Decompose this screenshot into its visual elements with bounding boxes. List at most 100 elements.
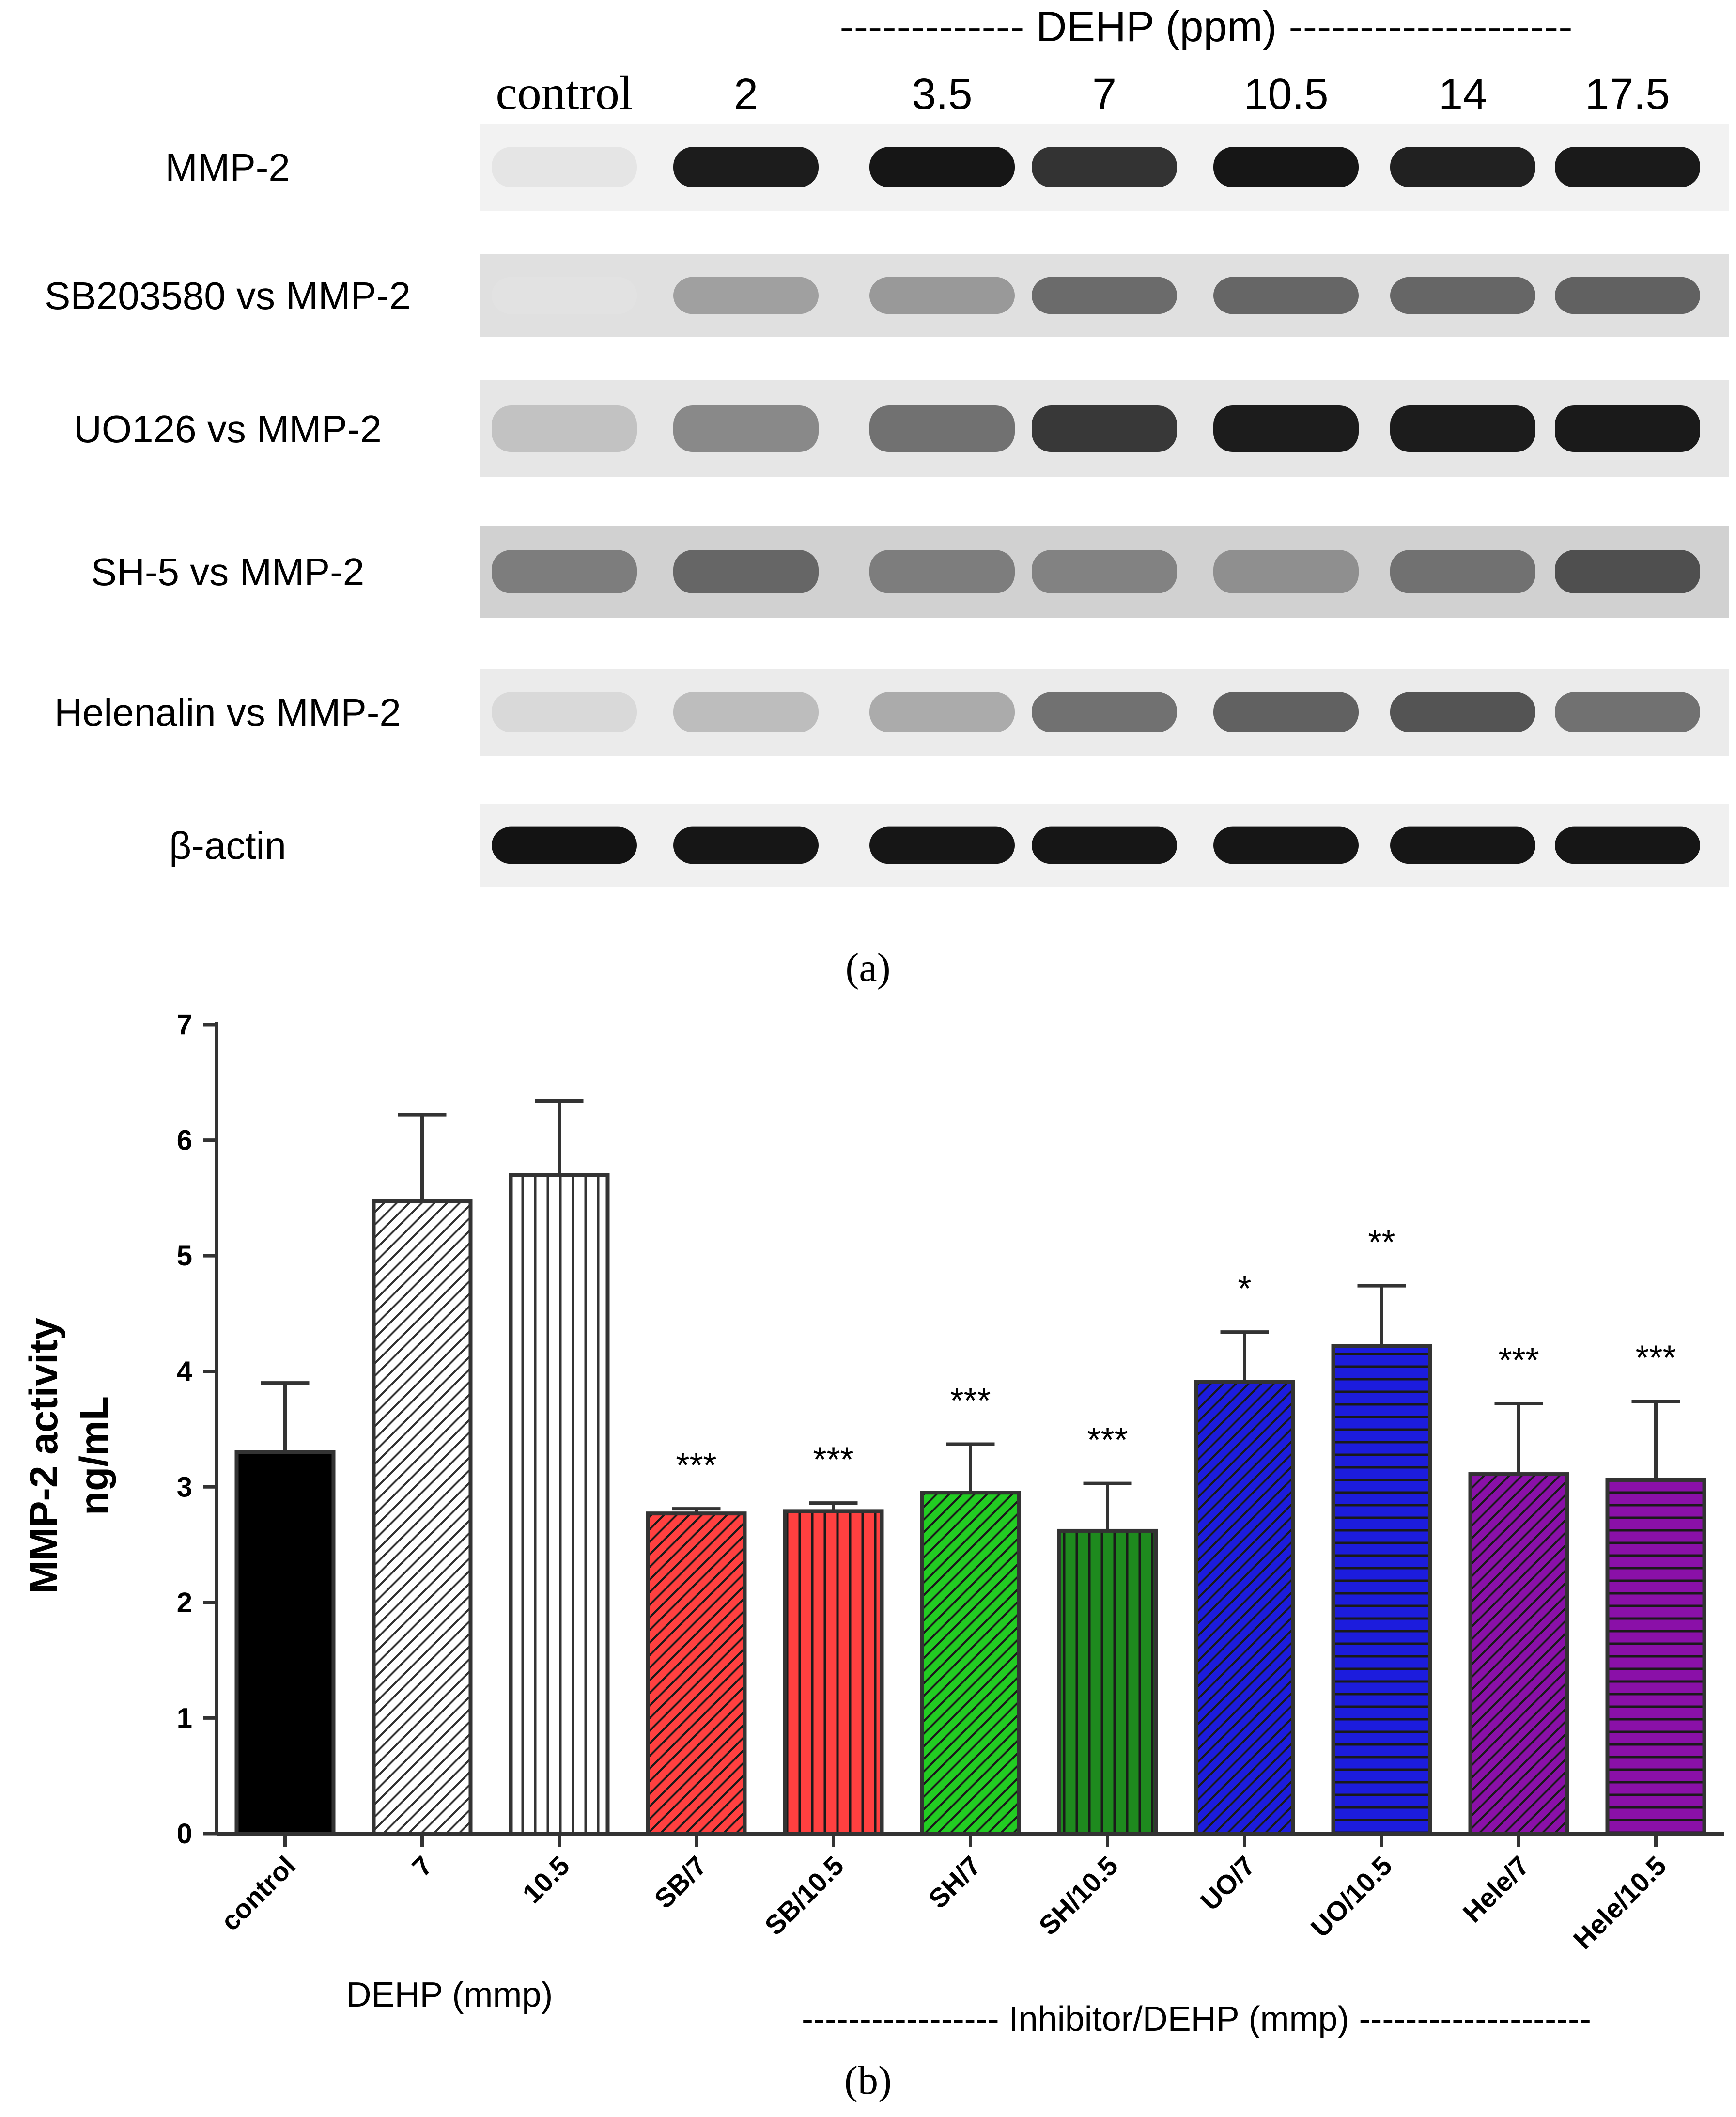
- blot-row-label: Helenalin vs MMP-2: [54, 691, 401, 734]
- blot-row-label: MMP-2: [165, 146, 290, 189]
- blot-band: [1032, 692, 1177, 732]
- significance-label: ***: [1635, 1339, 1676, 1378]
- significance-label: ***: [1087, 1421, 1128, 1460]
- blot-band: [1390, 550, 1535, 593]
- bar: [920, 1491, 1021, 1836]
- blot-band: [869, 826, 1015, 864]
- dose-label: 2: [734, 70, 758, 119]
- y-tick-label: 4: [177, 1356, 192, 1387]
- x-tick-label: UO/7: [1194, 1850, 1261, 1916]
- significance-label: ***: [1498, 1341, 1539, 1380]
- chart-bars: [234, 1099, 1706, 1836]
- significance-label: ***: [813, 1441, 853, 1479]
- blot-band: [1213, 550, 1359, 593]
- blot-band: [1390, 826, 1535, 864]
- bar: [509, 1173, 610, 1836]
- bar: [646, 1511, 747, 1836]
- blot-band: [1390, 405, 1535, 452]
- significance-label: **: [1368, 1223, 1395, 1262]
- x-tick-label: UO/10.5: [1305, 1850, 1398, 1943]
- blot-band: [673, 147, 819, 187]
- blot-band: [869, 550, 1015, 593]
- bar: [1605, 1478, 1706, 1836]
- x-tick-label: SB/10.5: [759, 1850, 850, 1941]
- blot-band: [1032, 826, 1177, 864]
- group-label-dehp: DEHP (mmp): [346, 1976, 553, 2014]
- y-tick-label: 3: [177, 1471, 192, 1503]
- blot-band: [492, 277, 637, 314]
- blot-band: [1555, 405, 1700, 452]
- blot-band: [1390, 692, 1535, 732]
- blot-row-label: UO126 vs MMP-2: [74, 407, 382, 451]
- blot-row-label: SH-5 vs MMP-2: [91, 550, 365, 593]
- bar: [1331, 1344, 1432, 1836]
- significance-label: ***: [950, 1382, 991, 1420]
- dose-label: 10.5: [1243, 70, 1328, 119]
- dose-label: 17.5: [1585, 70, 1670, 119]
- blot-band: [1213, 405, 1359, 452]
- x-tick-label: control: [215, 1850, 301, 1937]
- blot-band: [673, 550, 819, 593]
- blot-rows: MMP-2 SB203580 vs MMP-2 UO126 vs MMP-2 SH-5…: [45, 124, 1729, 887]
- blot-row: β-actin: [169, 804, 1729, 887]
- blot-band: [1213, 826, 1359, 864]
- western-blot-panel: ------------- DEHP (ppm) ---------------…: [45, 2, 1729, 990]
- x-tick-label: SB/7: [648, 1850, 713, 1915]
- blot-band: [1555, 147, 1700, 187]
- dose-label: 14: [1439, 70, 1487, 119]
- y-axis-unit: ng/mL: [72, 1396, 116, 1515]
- blot-row-label: SB203580 vs MMP-2: [45, 274, 411, 317]
- y-tick-label: 0: [177, 1818, 192, 1850]
- x-tick-label: 10.5: [516, 1850, 575, 1909]
- blot-band: [673, 277, 819, 314]
- blot-band: [1032, 550, 1177, 593]
- bar: [234, 1450, 336, 1836]
- x-tick-label: SH/10.5: [1033, 1850, 1124, 1941]
- bar: [1057, 1528, 1158, 1836]
- blot-row: SH-5 vs MMP-2: [91, 526, 1729, 618]
- blot-band: [1213, 692, 1359, 732]
- panel-label-b: (b): [844, 2058, 892, 2103]
- blot-band: [492, 147, 637, 187]
- y-axis-title: MMP-2 activity: [22, 1318, 66, 1594]
- blot-row-label: β-actin: [169, 824, 286, 867]
- blot-band: [869, 147, 1015, 187]
- blot-band: [1390, 147, 1535, 187]
- blot-band: [492, 826, 637, 864]
- blot-row: SB203580 vs MMP-2: [45, 254, 1729, 337]
- blot-band: [673, 692, 819, 732]
- significance-label: *: [1238, 1270, 1251, 1308]
- x-tick-label: SH/7: [922, 1850, 987, 1915]
- blot-band: [1555, 550, 1700, 593]
- blot-row: UO126 vs MMP-2: [74, 380, 1729, 477]
- blot-band: [1032, 277, 1177, 314]
- blot-band: [869, 277, 1015, 314]
- bar: [783, 1509, 884, 1836]
- x-tick-label: 7: [406, 1850, 438, 1883]
- dehp-dose-header: ------------- DEHP (ppm) ---------------…: [839, 2, 1572, 50]
- blot-band: [673, 405, 819, 452]
- dose-label: 7: [1092, 70, 1116, 119]
- blot-band: [1390, 277, 1535, 314]
- y-tick-label: 2: [177, 1587, 192, 1619]
- blot-row: MMP-2: [165, 124, 1729, 211]
- panel-label-a: (a): [845, 945, 890, 990]
- blot-band: [1555, 826, 1700, 864]
- significance-label: ***: [676, 1447, 716, 1485]
- x-tick-label: Hele/10.5: [1567, 1850, 1672, 1955]
- blot-row: Helenalin vs MMP-2: [54, 669, 1729, 756]
- y-tick-label: 5: [177, 1240, 192, 1272]
- dose-labels: 2 3.5 7 10.5 14 17.5: [734, 70, 1670, 119]
- blot-band: [1213, 147, 1359, 187]
- blot-band: [1032, 405, 1177, 452]
- bar: [372, 1199, 473, 1836]
- group-label-inhibitor: ----------------- Inhibitor/DEHP (mmp) -…: [802, 2000, 1591, 2039]
- blot-band: [492, 692, 637, 732]
- blot-band: [869, 692, 1015, 732]
- bar: [1468, 1472, 1569, 1836]
- dose-label: 3.5: [912, 70, 972, 119]
- blot-band: [869, 405, 1015, 452]
- blot-band: [492, 405, 637, 452]
